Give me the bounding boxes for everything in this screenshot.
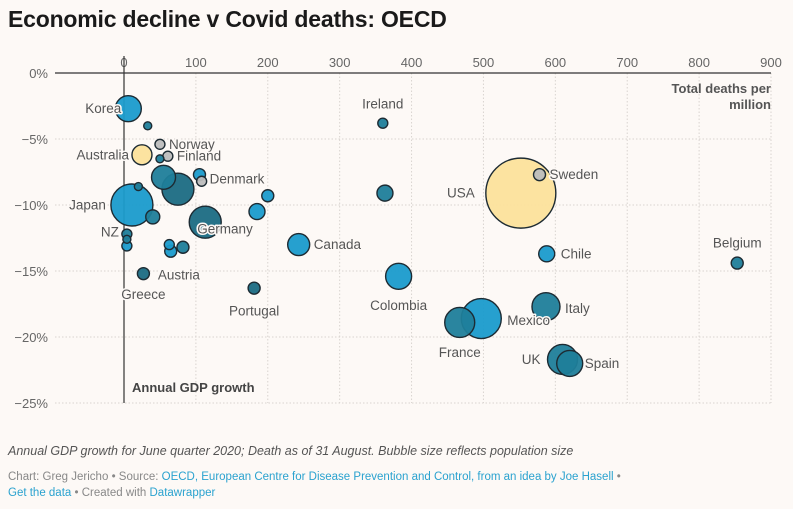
source-label: Source: (118, 471, 159, 483)
x-tick-label: 100 (185, 55, 207, 70)
label-portugal: Portugal (229, 304, 279, 319)
footer-separator: • (111, 471, 116, 483)
label-colombia: Colombia (370, 298, 428, 313)
created-with-text: Created with (81, 487, 147, 499)
bubble-norway (154, 138, 166, 150)
bubble (376, 184, 394, 202)
bubble (155, 154, 165, 164)
label-sweden: Sweden (550, 167, 599, 182)
bubble-spain (556, 349, 584, 378)
x-tick-label: 500 (473, 55, 495, 70)
page-title: Economic decline v Covid deaths: OECD (8, 6, 447, 32)
y-tick-label: −10% (14, 198, 48, 213)
bubbles (110, 94, 744, 378)
label-finland: Finland (177, 149, 221, 164)
footer-separator: • (616, 471, 621, 483)
label-canada: Canada (314, 237, 362, 252)
label-germany: Germany (197, 222, 253, 237)
label-nz: NZ (101, 225, 119, 240)
x-tick-label: 800 (688, 55, 710, 70)
bubble-portugal (247, 281, 261, 295)
bubble-japan (110, 183, 154, 227)
chart-footer: Chart: Greg Jericho • Source: OECD, Euro… (8, 469, 778, 501)
label-belgium: Belgium (713, 236, 762, 251)
bubble-ireland (377, 117, 389, 129)
bubble-france (444, 306, 476, 339)
y-tick-label: −15% (14, 264, 48, 279)
y-tick-label: −5% (22, 132, 49, 147)
bubble-belgium (730, 256, 744, 270)
bubble-greece (136, 266, 151, 281)
bubble (163, 238, 175, 251)
bubble-italy (531, 291, 561, 322)
label-japan: Japan (69, 198, 106, 213)
bubble (145, 209, 161, 225)
x-tick-label: 200 (257, 55, 279, 70)
source-link[interactable]: OECD, European Centre for Disease Preven… (161, 471, 614, 483)
bubble-denmark (195, 175, 208, 187)
label-greece: Greece (121, 287, 165, 302)
label-italy: Italy (565, 301, 590, 316)
x-axis-title: Total deaths per (672, 81, 771, 96)
x-tick-label: 900 (760, 55, 782, 70)
bubble-austria (176, 240, 190, 254)
bubble-germany (188, 205, 222, 239)
bubble (122, 234, 132, 245)
bubble-colombia (384, 262, 413, 290)
bubble (143, 121, 153, 131)
label-norway: Norway (169, 137, 215, 152)
x-tick-label: 700 (616, 55, 638, 70)
y-tick-label: −20% (14, 330, 48, 345)
axes: 0%−5%−10%−15%−20%−25%0100200300400500600… (14, 55, 781, 411)
label-ireland: Ireland (362, 97, 403, 112)
label-denmark: Denmark (210, 172, 265, 187)
label-korea: Korea (85, 101, 122, 116)
get-data-link[interactable]: Get the data (8, 487, 72, 499)
bubble-korea (114, 94, 143, 123)
bubble-sweden (532, 167, 547, 182)
label-france: France (439, 345, 481, 360)
grid-lines (55, 72, 772, 404)
bubble (248, 202, 266, 221)
label-austria: Austria (158, 268, 201, 283)
label-australia: Australia (76, 147, 129, 162)
y-tick-label: 0% (29, 66, 48, 81)
bubble-chile (538, 245, 556, 263)
datawrapper-link[interactable]: Datawrapper (149, 487, 216, 499)
bubble-usa (485, 157, 557, 229)
label-spain: Spain (585, 356, 620, 371)
x-axis-title: million (729, 97, 771, 112)
y-axis-title: Annual GDP growth (132, 380, 255, 395)
chart-notes: Annual GDP growth for June quarter 2020;… (8, 444, 574, 458)
x-tick-label: 600 (544, 55, 566, 70)
x-tick-label: 300 (329, 55, 351, 70)
bubble-canada (286, 232, 311, 257)
bubble (150, 164, 177, 190)
label-chile: Chile (561, 246, 592, 261)
bubble-australia (131, 144, 153, 166)
y-tick-label: −25% (14, 396, 48, 411)
x-tick-label: 400 (401, 55, 423, 70)
footer-separator: • (74, 487, 79, 499)
bubble (261, 189, 275, 203)
label-usa: USA (447, 186, 475, 201)
label-uk: UK (522, 352, 541, 367)
label-mexico: Mexico (507, 313, 550, 328)
chart-credit: Chart: Greg Jericho (8, 471, 109, 483)
bubble (133, 181, 144, 192)
bubble-chart: 0%−5%−10%−15%−20%−25%0100200300400500600… (14, 55, 781, 411)
